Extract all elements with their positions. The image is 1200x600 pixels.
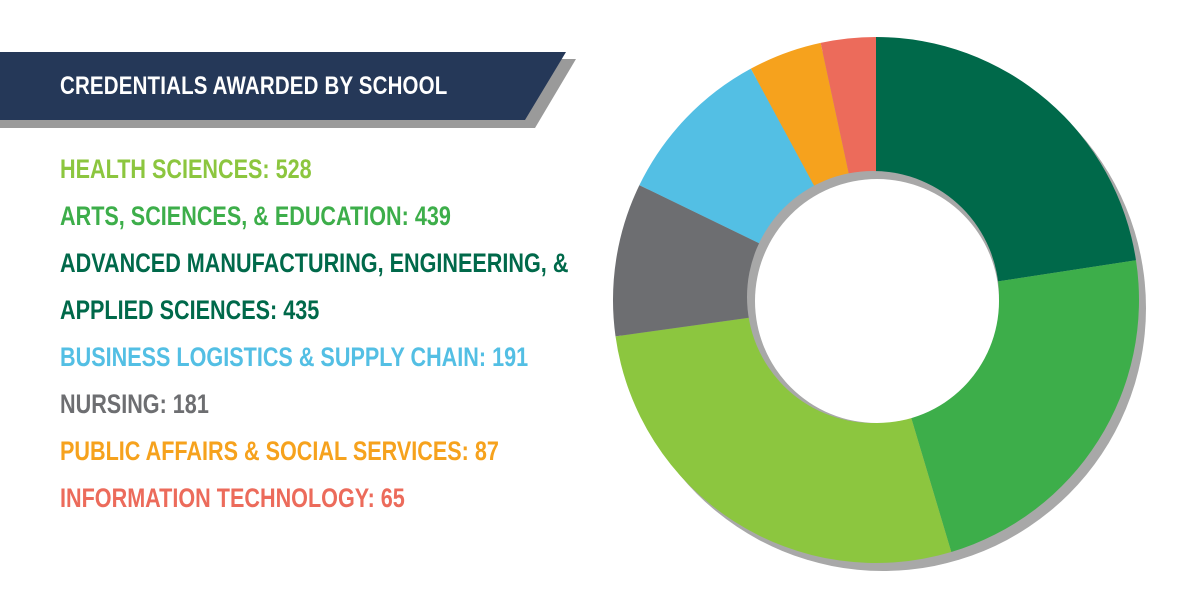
legend-item: ADVANCED MANUFACTURING, ENGINEERING, & <box>60 248 569 278</box>
donut-slice <box>910 260 1139 552</box>
donut-hole <box>755 179 999 423</box>
legend-item: APPLIED SCIENCES: 435 <box>60 295 320 325</box>
donut-slice <box>615 316 952 563</box>
legend-item: BUSINESS LOGISTICS & SUPPLY CHAIN: 191 <box>60 342 529 372</box>
legend-item: INFORMATION TECHNOLOGY: 65 <box>60 483 405 513</box>
donut-chart <box>600 20 1160 580</box>
legend-item: HEALTH SCIENCES: 528 <box>60 154 312 184</box>
donut-chart-svg <box>613 37 1146 571</box>
title-banner-shape <box>0 52 576 128</box>
legend-item: PUBLIC AFFAIRS & SOCIAL SERVICES: 87 <box>60 436 499 466</box>
donut-slice <box>820 37 876 181</box>
donut-slice <box>639 68 818 247</box>
title-banner: CREDENTIALS AWARDED BY SCHOOL <box>0 50 580 128</box>
legend-item: NURSING: 181 <box>60 389 209 419</box>
donut-slice <box>750 42 851 193</box>
legend-item: ARTS, SCIENCES, & EDUCATION: 439 <box>60 201 451 231</box>
donut-slice <box>876 37 1136 282</box>
title-banner-fill <box>0 52 566 120</box>
donut-slice <box>613 185 767 337</box>
legend: HEALTH SCIENCES: 528 ARTS, SCIENCES, & ED… <box>60 146 620 522</box>
chart-title: CREDENTIALS AWARDED BY SCHOOL <box>60 72 448 100</box>
